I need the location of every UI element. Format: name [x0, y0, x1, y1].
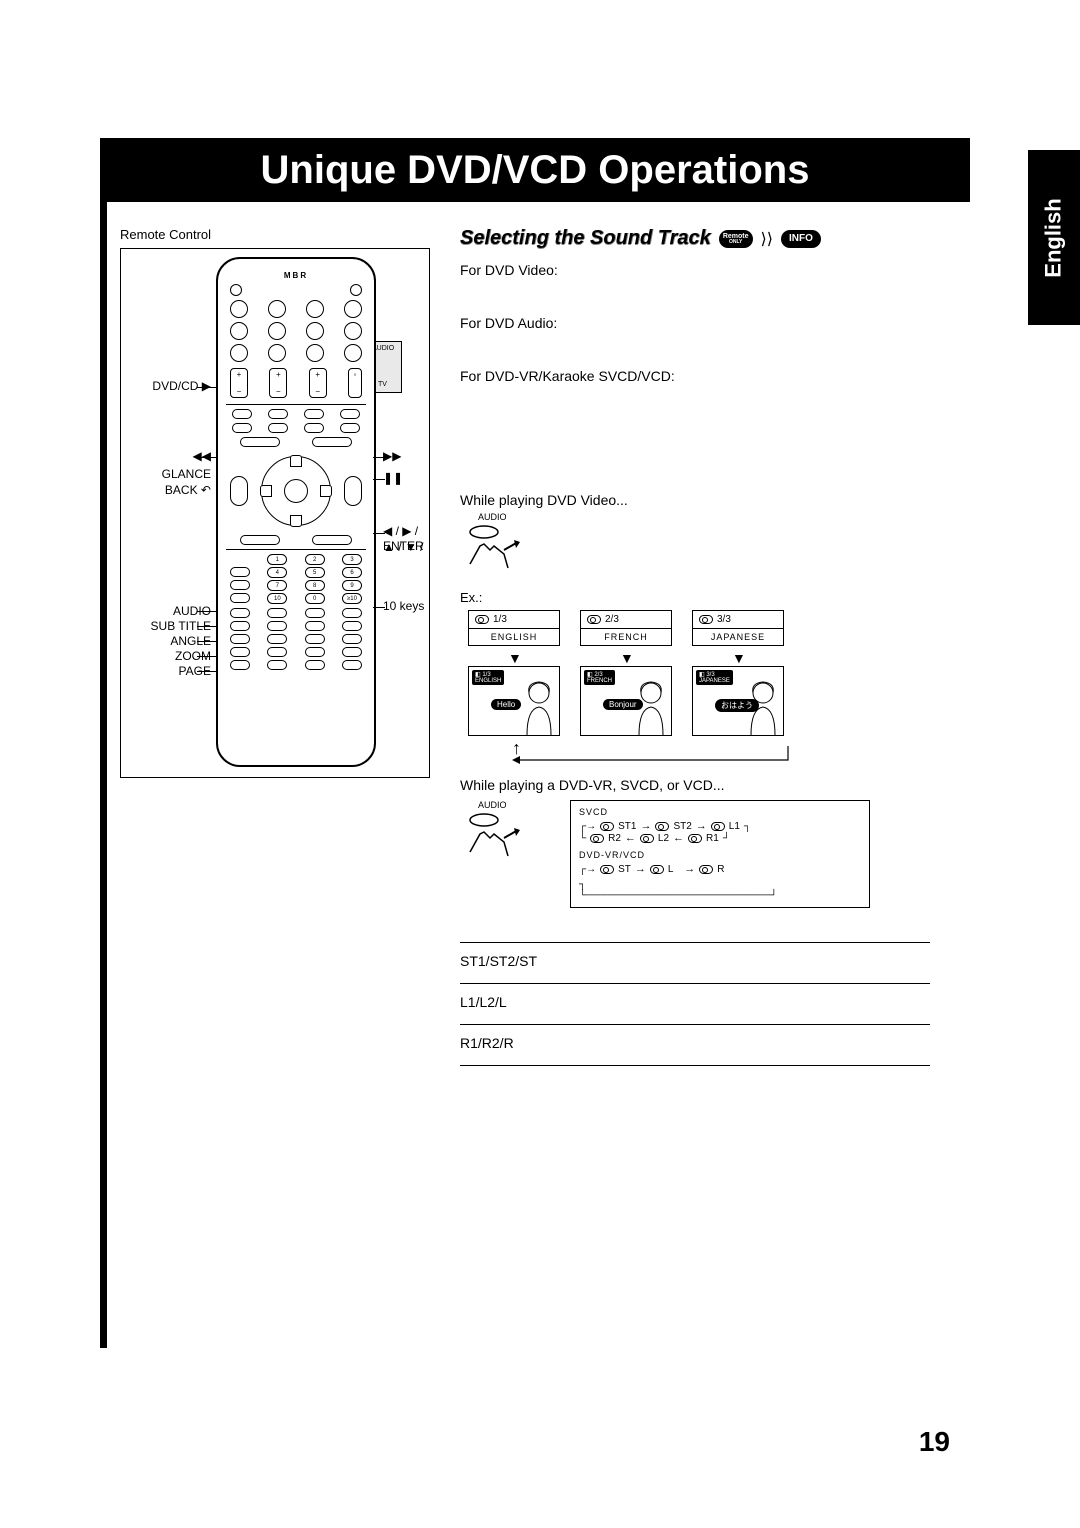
tv-preview-2: ◧ 2/3FRENCH Bonjour: [580, 666, 672, 736]
tv-preview-1: ◧ 1/3ENGLISH Hello: [468, 666, 560, 736]
callout-fwd: ▶▶: [383, 449, 401, 465]
top-row-4: [224, 344, 368, 362]
remote-body: MBR +− +− +−: [216, 257, 376, 767]
language-tab: English: [1028, 150, 1080, 325]
transport-row-2: [224, 423, 368, 433]
dvd-audio-line: For DVD Audio:: [460, 315, 899, 331]
ex-label: Ex.:: [460, 590, 482, 605]
remote-brand: MBR: [224, 271, 368, 280]
language-tab-label: English: [1041, 198, 1067, 277]
channel-flow-box: SVCD ┌→ST1→ST2→L1 ┐ └ R2←L2←R1 ┘ DVD-VR/…: [570, 800, 870, 908]
lang-box-2: 2/3 FRENCH: [580, 610, 672, 646]
remote-only-badge: Remote ONLY: [719, 230, 753, 248]
callout-10keys: 10 keys: [383, 599, 424, 615]
info-badge: INFO: [781, 230, 821, 248]
arrow-down-icon: ▼: [620, 650, 634, 666]
dvd-vr-line: For DVD-VR/Karaoke SVCD/VCD:: [460, 368, 1017, 384]
callout-glance: GLANCE: [125, 467, 211, 483]
table-row: L1/L2/L: [460, 984, 930, 1025]
dvd-video-line: For DVD Video:: [460, 262, 900, 278]
page-number: 19: [919, 1426, 950, 1458]
disc-icon: [699, 615, 713, 624]
bottom-grid: [230, 608, 362, 670]
lang-box-1: 1/3 ENGLISH: [468, 610, 560, 646]
svcd-flow-1: ┌→ST1→ST2→L1 ┐: [579, 820, 861, 832]
channel-table: ST1/ST2/ST L1/L2/L R1/R2/R: [460, 942, 930, 1066]
numpad: 123 456 789 100≥10: [230, 554, 362, 604]
signal-icon: ⟩⟩: [761, 229, 773, 249]
intro-text: For DVD Video: For DVD Audio: For DVD-VR…: [460, 257, 930, 470]
section-title: Selecting the Sound Track: [460, 227, 711, 250]
section-header: Selecting the Sound Track Remote ONLY ⟩⟩…: [460, 227, 821, 250]
callout-back: BACK ↶: [125, 483, 211, 499]
svcd-label: SVCD: [579, 807, 861, 817]
footer-note: [460, 1102, 930, 1129]
arrow-down-icon: ▼: [508, 650, 522, 666]
dpad-area: [224, 451, 368, 531]
rocker-row: +− +− +− ◦: [224, 368, 368, 398]
transport-row-1: [224, 409, 368, 419]
hand-press-icon-1: [460, 520, 524, 584]
remote-panel: Remote Control AUDIO TV MBR: [120, 227, 450, 778]
remote-label: Remote Control: [120, 227, 450, 242]
hand-press-icon-2: [460, 808, 524, 872]
disc-icon: [587, 615, 601, 624]
callout-rev: ◀◀: [125, 449, 211, 465]
while-playing-dvd: While playing DVD Video...: [460, 492, 628, 508]
cycle-arrow: [512, 742, 792, 764]
title-bar: Unique DVD/VCD Operations: [100, 138, 970, 202]
table-row: ST1/ST2/ST: [460, 942, 930, 984]
top-row-3: [224, 322, 368, 340]
callout-pause: ❚❚: [383, 471, 403, 487]
tv-small-label: TV: [378, 381, 387, 388]
tv-preview-3: ◧ 3/3JAPANESE おはよう: [692, 666, 784, 736]
callout-enter: ENTER: [383, 539, 424, 555]
lang-box-3: 3/3 JAPANESE: [692, 610, 784, 646]
top-row-1: [224, 284, 368, 296]
vr-label: DVD-VR/VCD: [579, 850, 861, 860]
page-title: Unique DVD/VCD Operations: [261, 148, 810, 193]
top-row-2: [224, 300, 368, 318]
remote-box: AUDIO TV MBR: [120, 248, 430, 778]
below-dpad: [224, 535, 368, 545]
arrow-down-icon: ▼: [732, 650, 746, 666]
vr-flow: ┌→ST →L →R ┐ └──────────────────────────…: [579, 863, 861, 901]
disc-icon: [475, 615, 489, 624]
transport-row-3: [224, 437, 368, 447]
while-playing-vr: While playing a DVD-VR, SVCD, or VCD...: [460, 777, 725, 793]
table-row: R1/R2/R: [460, 1025, 930, 1066]
svcd-flow-2: └ R2←L2←R1 ┘: [579, 832, 861, 844]
